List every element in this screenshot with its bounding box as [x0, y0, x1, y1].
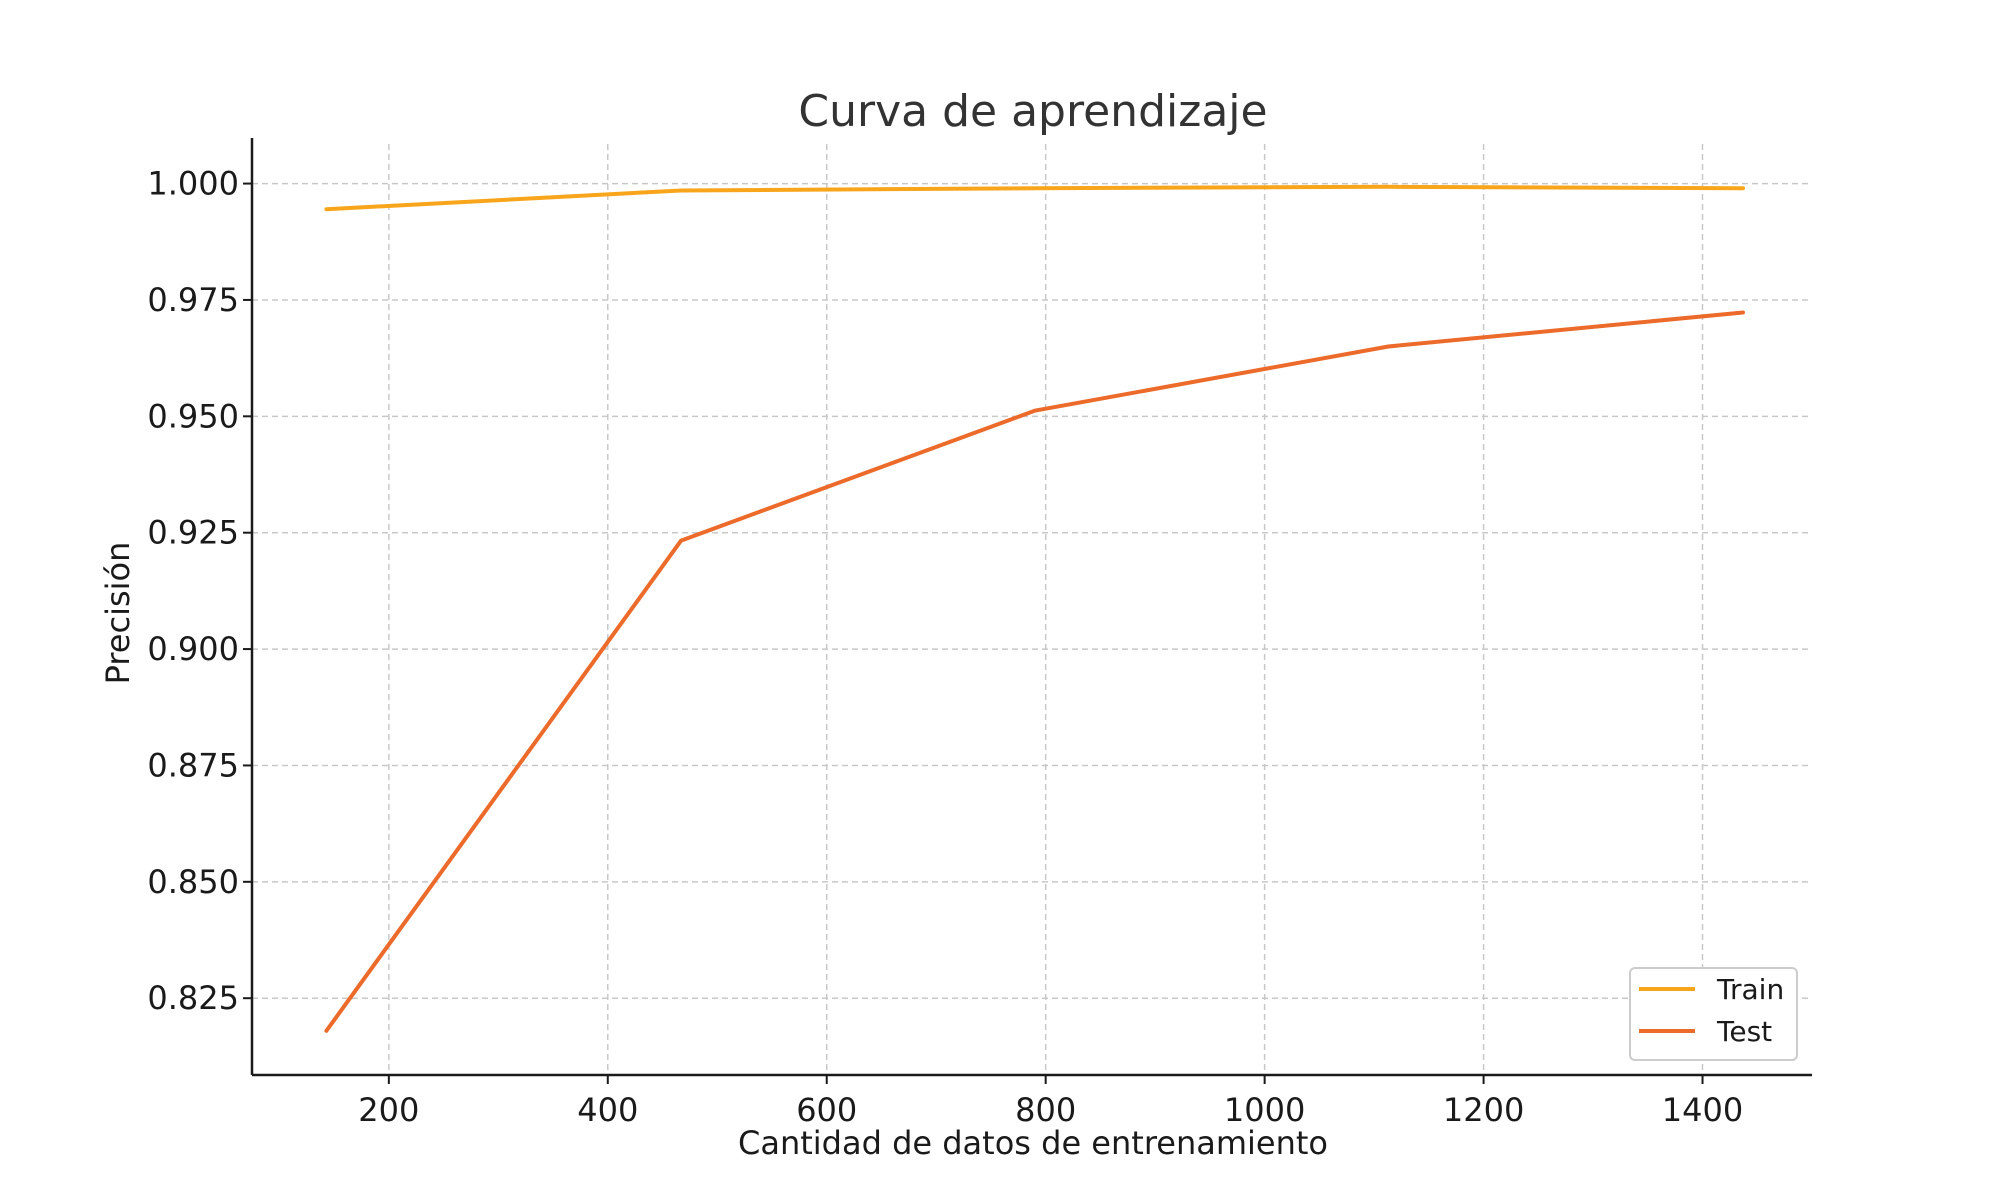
y-tick-label-0: 0.825 — [147, 979, 239, 1017]
y-tick-label-4: 0.925 — [147, 514, 239, 552]
x-tick-label-800: 800 — [1015, 1091, 1076, 1129]
series-lines — [324, 184, 1745, 1033]
y-tick-label-2: 0.875 — [147, 746, 239, 784]
x-tick-label-600: 600 — [796, 1091, 857, 1129]
y-tick-label-1: 0.850 — [147, 863, 239, 901]
x-tick-label-1200: 1200 — [1443, 1091, 1524, 1129]
x-tick-label-400: 400 — [577, 1091, 638, 1129]
legend-label-train: Train — [1716, 973, 1784, 1006]
y-tick-label-7: 1.000 — [147, 165, 239, 203]
x-tick-label-200: 200 — [358, 1091, 419, 1129]
y-axis-label: Precisión — [99, 542, 137, 685]
series-line-test — [324, 310, 1745, 1033]
legend-label-test: Test — [1716, 1015, 1772, 1048]
x-axis-label: Cantidad de datos de entrenamiento — [738, 1124, 1328, 1162]
chart-title: Curva de aprendizaje — [798, 86, 1267, 137]
y-tick-label-3: 0.900 — [147, 630, 239, 668]
axes — [243, 138, 1812, 1084]
tick-labels: 200 400 600 800 1000 1200 1400 0.825 0.850 0.875 0… — [147, 165, 1743, 1129]
x-tick-label-1400: 1400 — [1662, 1091, 1743, 1129]
y-tick-label-6: 0.975 — [147, 281, 239, 319]
grid-lines — [252, 144, 1812, 1075]
legend: Train Test — [1629, 967, 1798, 1061]
y-tick-label-5: 0.950 — [147, 397, 239, 435]
x-tick-label-1000: 1000 — [1224, 1091, 1305, 1129]
series-line-train — [324, 184, 1745, 212]
